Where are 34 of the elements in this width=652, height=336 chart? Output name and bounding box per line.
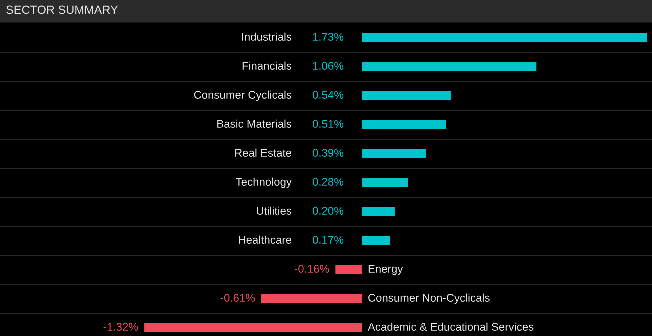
- bar: [362, 92, 451, 100]
- data-label: 1.06%: [313, 62, 344, 70]
- bar: [362, 236, 390, 246]
- y-tick-label: Utilities: [257, 206, 292, 215]
- data-label: 0.28%: [312, 178, 344, 186]
- data-label: -0.16%: [294, 265, 330, 273]
- bar: [144, 324, 362, 332]
- bar: [362, 62, 537, 72]
- y-tick-label: Healthcare: [239, 236, 292, 244]
- bar: [362, 208, 395, 216]
- data-label: -1.32%: [104, 323, 138, 331]
- data-label: 1.73%: [313, 33, 344, 41]
- y-tick-label: Financials: [242, 62, 292, 70]
- data-label: 0.20%: [312, 207, 344, 215]
- chart-title: SECTOR SUMMARY: [6, 6, 118, 14]
- data-label: 0.17%: [312, 236, 344, 244]
- y-tick-label: Technology: [236, 178, 292, 188]
- y-tick-label: Basic Materials: [218, 120, 292, 128]
- data-label: 0.51%: [312, 120, 344, 128]
- y-tick-label: Energy: [368, 265, 404, 276]
- bar: [362, 150, 426, 158]
- y-tick-label: Academic & Educational Services: [368, 322, 534, 331]
- bar: [362, 120, 446, 130]
- data-label: -0.61%: [220, 294, 256, 302]
- y-tick-label: Consumer Non-Cyclicals: [368, 294, 490, 304]
- bar: [336, 266, 362, 274]
- y-tick-label: Industrials: [242, 32, 292, 41]
- data-label: 0.54%: [312, 91, 344, 99]
- data-label: 0.39%: [312, 149, 344, 157]
- y-tick-label: Consumer Cyclicals: [194, 90, 292, 102]
- bar: [362, 178, 408, 188]
- bar: [262, 294, 362, 304]
- y-tick-label: Real Estate: [235, 148, 292, 157]
- bar: [362, 34, 647, 42]
